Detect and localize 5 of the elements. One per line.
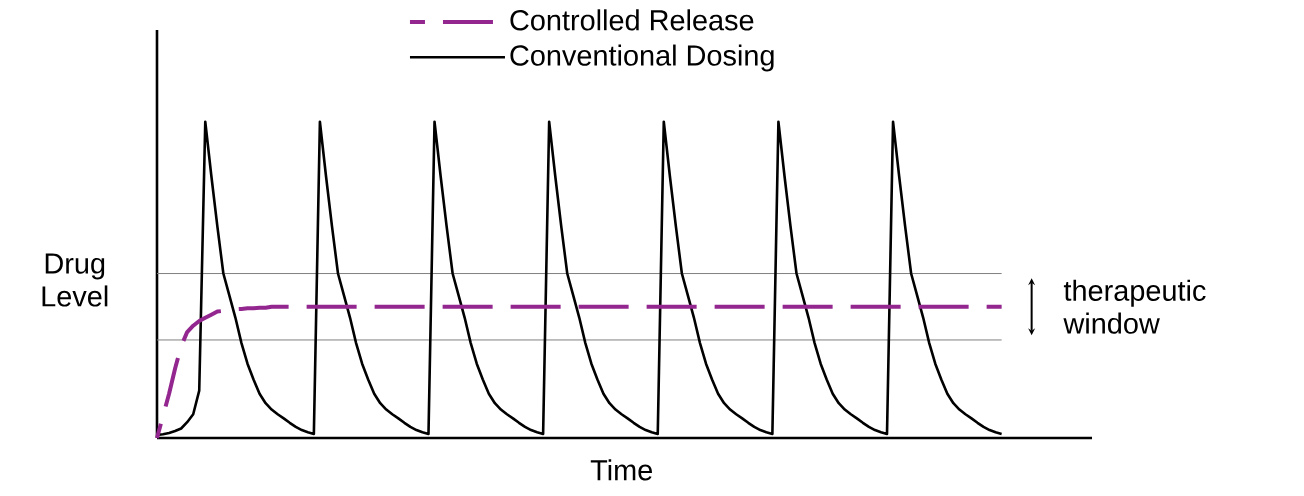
x-axis-title: Time	[590, 459, 652, 481]
legend-label: Conventional Dosing	[510, 44, 774, 72]
legend-label: Controlled Release	[510, 9, 754, 31]
text: therapeutic window	[1063, 279, 1206, 334]
y-axis-title: Drug Level	[42, 253, 108, 307]
